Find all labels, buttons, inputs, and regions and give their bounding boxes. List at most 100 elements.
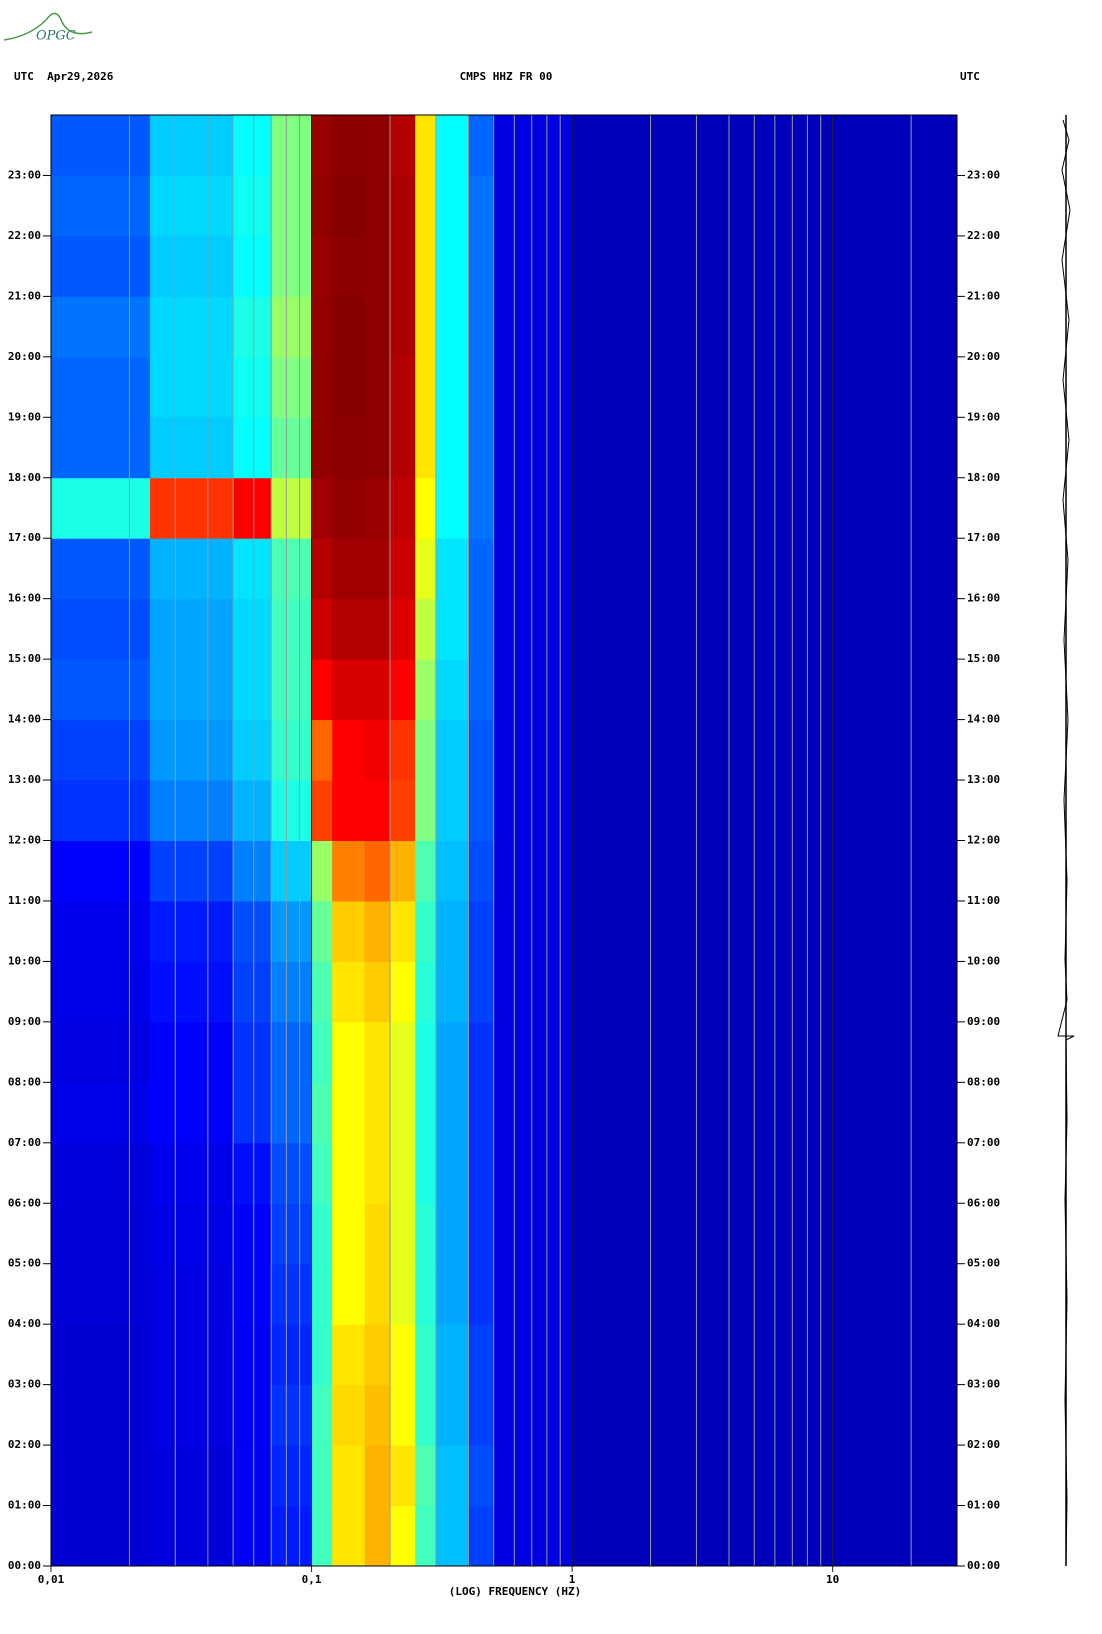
spectrogram-cell [311,961,333,1023]
spectrogram-cell [311,417,333,479]
spectrogram-cell [572,356,958,418]
y-tick-label: 19:00 [8,410,41,423]
spectrogram-cell [415,1324,437,1386]
spectrogram-cell [572,1082,958,1144]
y-tick-label-right: 18:00 [967,471,1000,484]
spectrogram-cell [364,598,391,660]
spectrogram-cell [435,1021,469,1083]
spectrogram-cell [364,115,391,176]
spectrogram-cell [468,1505,495,1567]
spectrogram-cell [51,296,151,358]
spectrogram-cell [271,598,313,660]
spectrogram-cell [364,356,391,418]
spectrogram-cell [572,1505,958,1567]
spectrogram-cell [233,1505,272,1567]
spectrogram-cell [364,1445,391,1507]
spectrogram-cell [572,1324,958,1386]
spectrogram-cell [311,1142,333,1204]
spectrogram-cell [51,1445,151,1507]
spectrogram-cell [468,175,495,237]
spectrogram-cell [572,659,958,721]
spectrogram-cell [415,175,437,237]
spectrogram-cell [150,1263,234,1325]
spectrogram-cell [332,417,366,479]
spectrogram-cell [311,175,333,237]
spectrogram-cell [389,719,416,781]
spectrogram-cell [415,417,437,479]
spectrogram-cell [389,1324,416,1386]
spectrogram-cell [150,961,234,1023]
spectrogram-cell [493,356,573,418]
spectrogram-cell [150,538,234,600]
spectrogram-cell [311,780,333,841]
y-tick-label: 20:00 [8,350,41,363]
spectrogram-cell [493,1203,573,1265]
spectrogram-cell [150,1142,234,1204]
spectrogram-cell [150,296,234,358]
y-tick-label-right: 08:00 [967,1075,1000,1088]
spectrogram-cell [572,598,958,660]
spectrogram-cell [311,1263,333,1325]
spectrogram-cell [150,840,234,902]
spectrogram-cell [332,719,366,781]
spectrogram-cell [435,719,469,781]
spectrogram-cell [415,1263,437,1325]
spectrogram-cell [311,235,333,297]
spectrogram-cell [233,1082,272,1144]
spectrogram-cell [572,780,958,841]
spectrogram-cell [51,840,151,902]
spectrogram-cell [332,1324,366,1386]
spectrogram-cell [435,780,469,841]
spectrogram-cell [493,1263,573,1325]
y-tick-label: 09:00 [8,1015,41,1028]
spectrogram-cell [364,1203,391,1265]
spectrogram-cell [468,1021,495,1083]
spectrogram-cell [332,840,366,902]
spectrogram-cell [311,1505,333,1567]
spectrogram-cell [389,356,416,418]
spectrogram-cell [493,1082,573,1144]
spectrogram-cell [389,900,416,962]
y-tick-label: 21:00 [8,289,41,302]
spectrogram-cell [150,1384,234,1446]
y-tick-label: 12:00 [8,834,41,847]
spectrogram-cell [468,900,495,962]
spectrogram-cell [271,477,313,539]
y-tick-label-right: 10:00 [967,954,1000,967]
spectrogram-cell [493,719,573,781]
y-tick-label-right: 11:00 [967,894,1000,907]
spectrogram-cell [415,1021,437,1083]
spectrogram-cell [332,538,366,600]
spectrogram-cell [435,961,469,1023]
spectrogram-cell [572,115,958,176]
y-tick-label-right: 05:00 [967,1257,1000,1270]
spectrogram-cell [493,900,573,962]
spectrogram-cell [468,719,495,781]
spectrogram-cell [150,175,234,237]
spectrogram-cell [150,356,234,418]
spectrogram-cell [468,1082,495,1144]
spectrogram-cell [435,659,469,721]
spectrogram-cell [364,1384,391,1446]
y-tick-label: 01:00 [8,1499,41,1512]
spectrogram-cell [332,961,366,1023]
spectrogram-cell [311,115,333,176]
spectrogram-cell [150,235,234,297]
x-tick-label: 10 [826,1573,839,1586]
spectrogram-cell [51,1263,151,1325]
spectrogram-cell [389,780,416,841]
spectrogram-cell [51,659,151,721]
y-tick-label-right: 04:00 [967,1317,1000,1330]
spectrogram-cell [332,1505,366,1567]
spectrogram-cell [415,840,437,902]
spectrogram-cell [271,1203,313,1265]
spectrogram-cell [572,1263,958,1325]
spectrogram-cell [468,538,495,600]
spectrogram-cell [435,417,469,479]
y-tick-label-right: 22:00 [967,229,1000,242]
spectrogram-cell [271,780,313,841]
spectrogram-cell [389,115,416,176]
spectrogram-cell [233,1263,272,1325]
y-tick-label-right: 17:00 [967,531,1000,544]
spectrogram-cell [271,538,313,600]
